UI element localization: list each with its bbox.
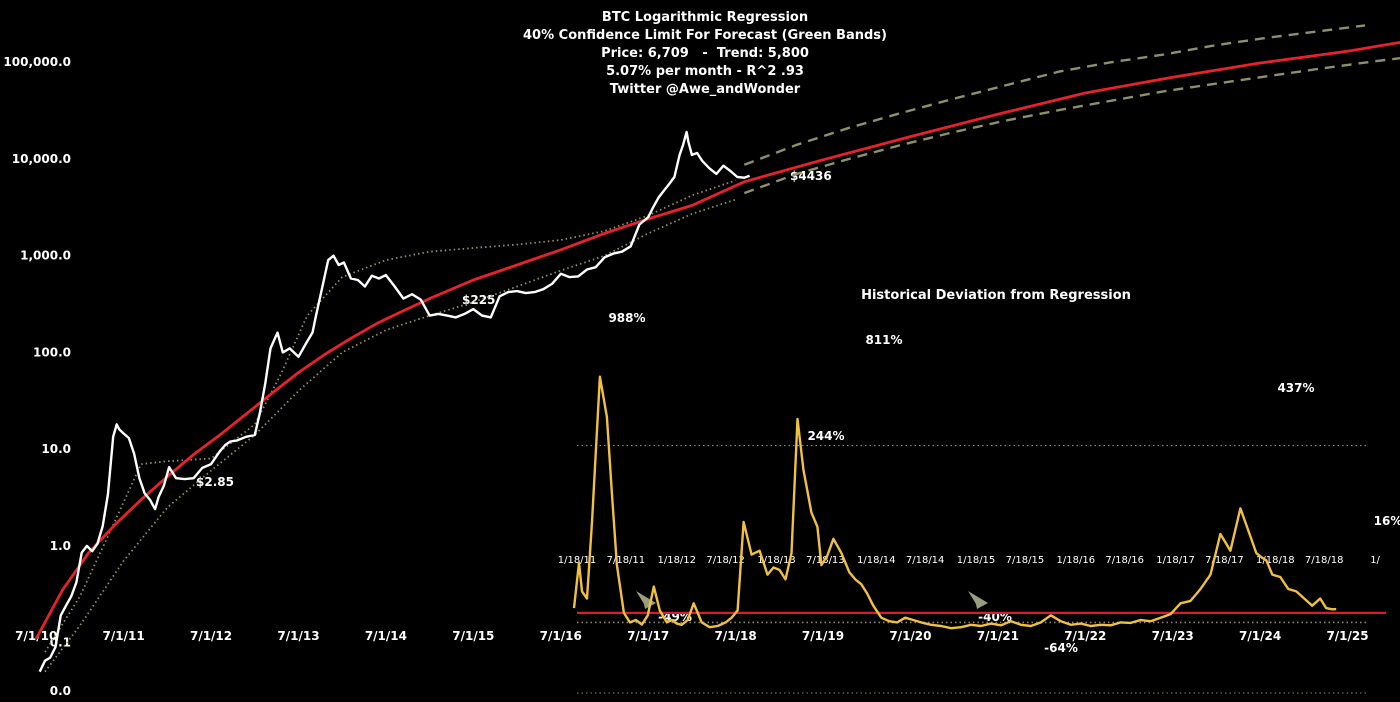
x-tick-label: 7/1/18 [715, 629, 757, 643]
inset-annotation-811: 811% [865, 333, 902, 347]
inset-x-tick-label: 1/18/16 [1057, 555, 1096, 566]
x-tick-label: 7/1/23 [1152, 629, 1194, 643]
inset-x-tick-label: 1/18/12 [657, 555, 696, 566]
title-line-4: 5.07% per month - R^2 .93 [606, 64, 804, 79]
inset-x-tick-label: 1/18/17 [1156, 555, 1195, 566]
x-tick-label: 7/1/14 [365, 629, 407, 643]
inset-x-tick-label: 1/18/11 [558, 555, 597, 566]
x-tick-label: 7/1/25 [1326, 629, 1368, 643]
historical-upper-band [44, 179, 736, 653]
y-tick-label: 1,000.0 [20, 249, 71, 263]
inset-annotation-minus-64: -64% [1044, 641, 1078, 655]
arrow-marker-2021 [968, 591, 988, 609]
inset-x-tick-label: 7/18/15 [1006, 555, 1045, 566]
x-tick-label: 7/1/22 [1064, 629, 1106, 643]
x-tick-label: 7/1/21 [977, 629, 1019, 643]
title-line-3: Price: 6,709 - Trend: 5,800 [601, 46, 809, 61]
chart-title: BTC Logarithmic Regression 40% Confidenc… [523, 10, 887, 97]
inset-x-tick-label: 7/18/18 [1305, 555, 1344, 566]
main-series [34, 24, 1400, 673]
inset-series [572, 375, 1337, 630]
y-tick-label: 10,000.0 [12, 152, 71, 166]
x-axis-ticks: 7/1/10 7/1/11 7/1/12 7/1/13 7/1/14 7/1/15 7/1/… [15, 629, 1368, 643]
x-tick-label: 7/1/13 [277, 629, 319, 643]
y-tick-label: 1.0 [50, 539, 71, 553]
inset-x-tick-label: 1/18/15 [957, 555, 996, 566]
price-series [38, 130, 751, 673]
forecast-lower-band [743, 57, 1400, 195]
inset-annotations: 988% 811% 244% 437% -49% -40% -64% 16% [608, 311, 1400, 655]
y-tick-label: 10.0 [41, 442, 71, 456]
x-tick-label: 7/1/16 [540, 629, 582, 643]
title-line-2: 40% Confidence Limit For Forecast (Green… [523, 28, 887, 43]
y-tick-label: 100,000.0 [3, 55, 71, 69]
inset-annotation-16: 16% [1374, 514, 1400, 528]
inset-annotation-437: 437% [1277, 381, 1314, 395]
y-tick-label: 100.0 [33, 345, 71, 359]
inset-x-tick-label: 7/18/11 [607, 555, 646, 566]
x-tick-label: 7/1/19 [802, 629, 844, 643]
x-tick-label: 7/1/15 [452, 629, 494, 643]
inset-annotation-244: 244% [807, 429, 844, 443]
x-tick-label: 7/1/24 [1239, 629, 1281, 643]
annotation-low-2011: $2.85 [196, 475, 234, 489]
x-tick-label: 7/1/17 [627, 629, 669, 643]
y-axis-ticks: 0.00.11.010.0100.01,000.010,000.0100,000… [3, 55, 71, 698]
inset-x-tick-label: 1/18/18 [1256, 555, 1295, 566]
inset-x-axis-ticks: 1/18/11 7/18/11 1/18/12 7/18/12 1/18/13 7/18/… [558, 555, 1381, 566]
forecast-upper-band [743, 24, 1366, 166]
x-tick-label: 7/1/12 [190, 629, 232, 643]
inset-annotation-988: 988% [608, 311, 645, 325]
title-line-1: BTC Logarithmic Regression [602, 10, 808, 25]
inset-x-tick-label: 1/18/14 [857, 555, 896, 566]
inset-x-tick-label: 7/18/12 [706, 555, 745, 566]
x-tick-label: 7/1/11 [103, 629, 145, 643]
x-tick-label: 7/1/20 [889, 629, 931, 643]
inset-x-tick-label: 7/18/16 [1105, 555, 1144, 566]
title-line-5: Twitter @Awe_andWonder [610, 82, 801, 97]
inset-x-tick-label: 1/18/13 [757, 555, 796, 566]
y-tick-label: 0.0 [50, 684, 71, 698]
inset-x-tick-label: 7/18/17 [1205, 555, 1244, 566]
inset-x-tick-label: 1/ [1370, 555, 1380, 566]
inset-x-tick-label: 7/18/14 [906, 555, 945, 566]
inset-title: Historical Deviation from Regression [861, 288, 1131, 303]
inset-reference-lines [577, 444, 1386, 694]
inset-deviation-series [572, 375, 1337, 630]
